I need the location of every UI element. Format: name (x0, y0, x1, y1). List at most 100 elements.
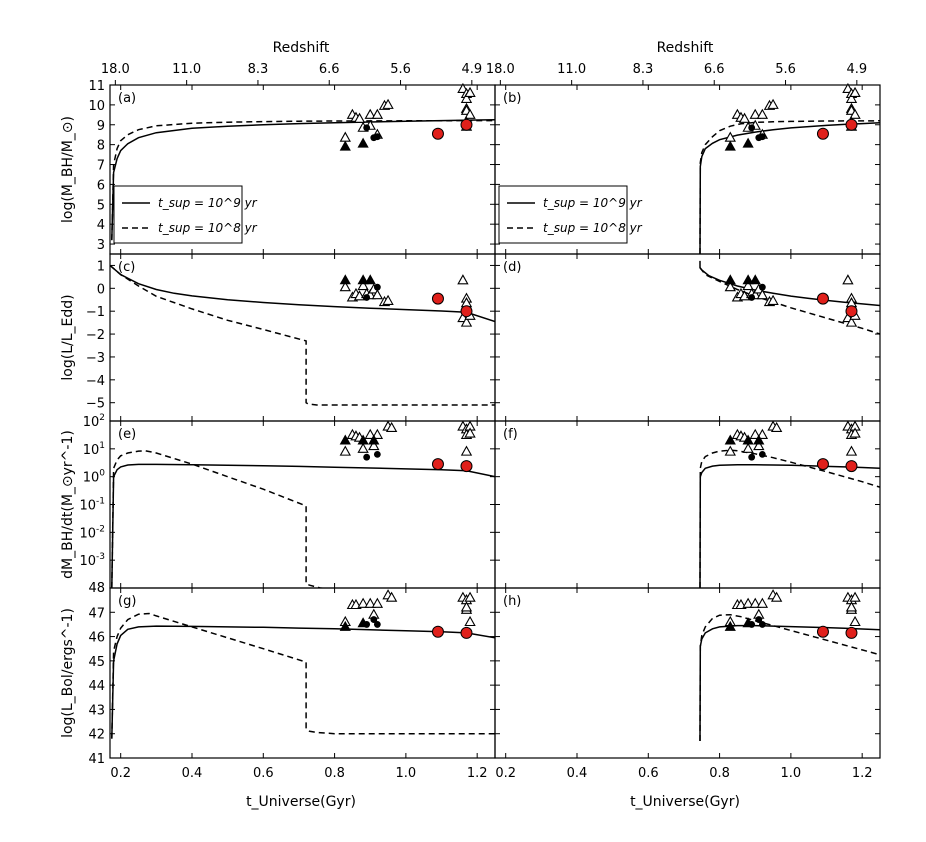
series-line-b-tsup-1e8 (699, 120, 880, 254)
x-tick-label: 0.6 (253, 766, 274, 781)
legend-dashed-label: t_sup = 10^8 yr (543, 221, 643, 235)
y-tick-label: 43 (88, 703, 105, 718)
open-triangle-marker-e (364, 428, 376, 439)
filled-triangle-marker-f (742, 434, 754, 445)
y-tick-label: −5 (86, 397, 105, 412)
y-tick-label: 7 (97, 159, 105, 174)
open-triangle-marker-g (464, 615, 476, 627)
x-tick-label: 1.0 (396, 766, 417, 781)
filled-circle-marker-f (758, 451, 766, 458)
panel-d: (d) (494, 253, 881, 422)
panel-label-f: (f) (503, 427, 518, 442)
red-circle-marker-e (460, 460, 473, 473)
open-triangle-marker-d (724, 281, 736, 292)
x-axis-title-left: t_Universe(Gyr) (246, 794, 356, 810)
filled-circle-marker-d (758, 283, 766, 291)
open-triangle-marker-e (464, 427, 476, 438)
y-tick-label: 41 (88, 752, 105, 767)
open-triangle-marker-a (464, 86, 476, 98)
filled-circle-marker-a (373, 133, 381, 141)
red-circle-marker-a (460, 118, 473, 131)
filled-circle-marker-f (748, 453, 756, 461)
y-axis-title-e: dM_BH/dt(M_⊙yr^-1) (60, 430, 76, 579)
open-triangle-marker-h (849, 615, 861, 627)
open-triangle-marker-f (724, 445, 736, 456)
y-tick-label: 101 (83, 441, 105, 458)
y-tick-label: 0 (97, 282, 105, 297)
y-tick-label: 45 (88, 655, 105, 670)
filled-circle-marker-e (363, 453, 371, 461)
redshift-tick-label: 4.9 (846, 62, 867, 77)
open-triangle-marker-b (738, 112, 751, 123)
filled-triangle-marker-a (339, 140, 351, 151)
filled-circle-marker-a (363, 124, 371, 132)
filled-circle-marker-g (370, 616, 378, 623)
filled-triangle-marker-e (357, 434, 369, 445)
redshift-tick-label: 11.0 (557, 62, 586, 77)
legend-a: t_sup = 10^9 yr t_sup = 10^8 yr (113, 185, 258, 244)
y-axis-title-g: log(L_Bol/ergs^-1) (60, 608, 76, 738)
x-tick-label: 0.6 (638, 766, 659, 781)
open-triangle-marker-a (460, 92, 473, 103)
y-tick-label: 1 (97, 259, 105, 274)
open-triangle-marker-g (371, 597, 384, 608)
redshift-tick-label: 8.3 (248, 62, 269, 77)
open-triangle-marker-h (770, 591, 783, 602)
series-line-g-tsup-1e8 (111, 612, 495, 739)
red-circle-marker-b (816, 127, 829, 140)
panel-c: 1 0 −1 −2 −3 −4 −5 (c) log(L/L_Edd) (60, 253, 496, 422)
x-tick-label: 0.8 (324, 766, 345, 781)
filled-triangle-marker-c (339, 274, 351, 285)
open-triangle-marker-f (749, 428, 761, 439)
filled-circle-marker-h (755, 616, 763, 623)
open-triangle-marker-a (371, 108, 384, 119)
open-triangle-marker-b (724, 131, 736, 142)
panel-frame-g (109, 587, 496, 759)
open-triangle-marker-e (339, 445, 351, 456)
open-triangle-marker-a (464, 108, 476, 119)
x-tick-label: 0.8 (709, 766, 730, 781)
open-triangle-marker-e (357, 442, 369, 453)
x-tick-label: 0.2 (495, 766, 516, 781)
red-circle-marker-g (460, 626, 473, 639)
open-triangle-marker-b (849, 86, 861, 98)
series-line-g-tsup-1e9 (111, 625, 495, 739)
series-line-h-tsup-1e9 (699, 624, 880, 742)
filled-triangle-marker-c (357, 274, 369, 285)
series-line-e-tsup-1e9 (111, 463, 495, 588)
open-triangle-marker-b (749, 108, 761, 119)
y-axis-title-a: log(M_BH/M_⊙) (60, 116, 76, 223)
filled-circle-marker-e (373, 451, 381, 458)
red-circle-marker-f (816, 458, 829, 471)
red-circle-marker-b (845, 118, 858, 131)
open-triangle-marker-h (849, 591, 861, 602)
panel-label-b: (b) (503, 91, 521, 106)
filled-circle-marker-d (748, 294, 756, 301)
y-tick-label: 47 (88, 606, 105, 621)
filled-triangle-marker-d (749, 274, 761, 285)
open-triangle-marker-f (845, 445, 858, 456)
y-tick-label-overlap: 48 (88, 581, 105, 596)
open-triangle-marker-f (756, 428, 769, 439)
open-triangle-marker-g (464, 591, 476, 602)
red-circle-marker-d (816, 292, 829, 305)
x-tick-label: 0.4 (182, 766, 203, 781)
panel-label-a: (a) (118, 91, 136, 106)
filled-triangle-marker-d (724, 274, 736, 285)
open-triangle-marker-a (382, 98, 394, 109)
open-triangle-marker-b (756, 108, 769, 119)
red-circle-marker-h (845, 626, 858, 639)
open-triangle-marker-d (742, 279, 754, 291)
filled-circle-marker-c (373, 283, 381, 291)
open-triangle-marker-f (849, 427, 861, 438)
red-circle-marker-h (816, 625, 829, 638)
open-triangle-marker-d (842, 274, 854, 285)
panel-f: (f) (494, 420, 881, 589)
plot-area: 34567891011(a)log(M_BH/M_⊙)(b)10−1−2−3−4… (60, 62, 881, 781)
open-triangle-marker-b (845, 92, 858, 103)
open-triangle-marker-d (756, 289, 769, 300)
filled-triangle-marker-a (357, 137, 369, 148)
y-tick-label: 44 (88, 679, 105, 694)
y-tick-label: 4 (97, 218, 105, 233)
open-triangle-marker-c (457, 274, 469, 285)
